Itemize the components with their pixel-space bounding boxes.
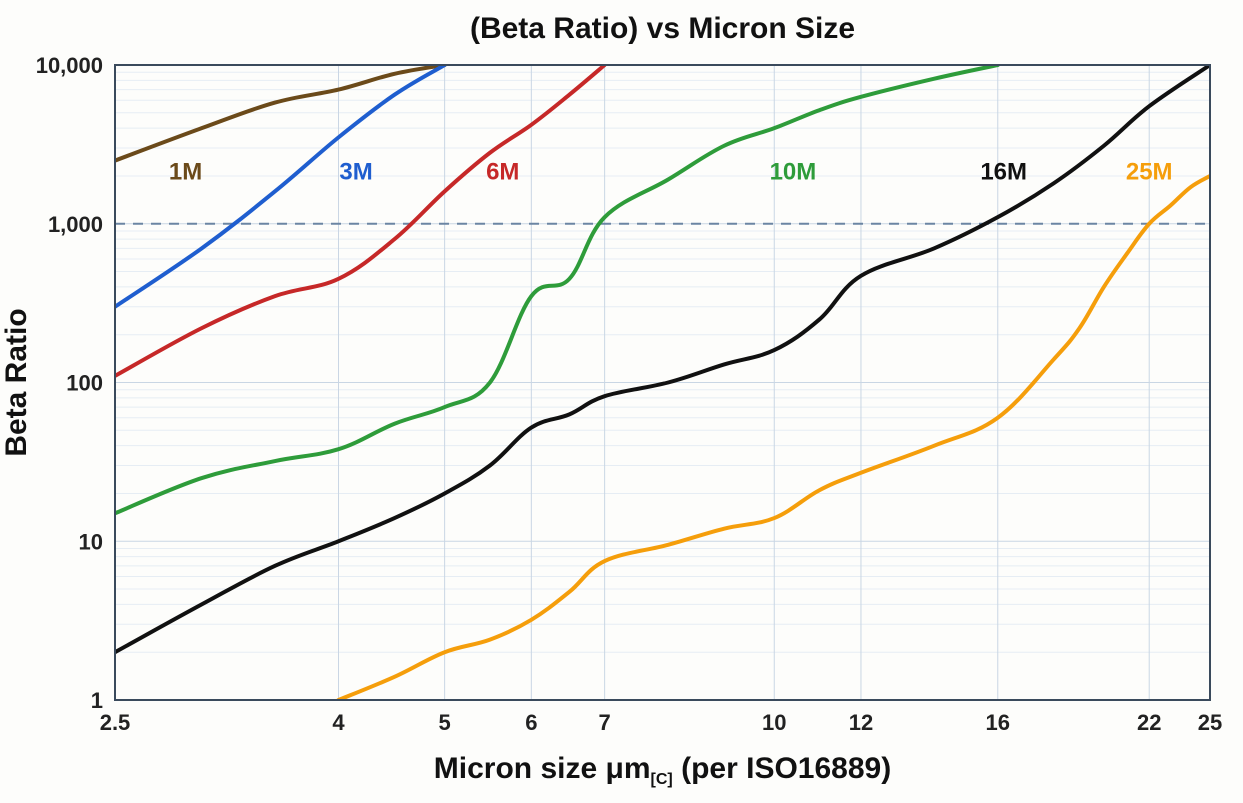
y-tick-label: 1 — [91, 688, 103, 713]
x-tick-label: 6 — [525, 710, 537, 735]
x-tick-label: 10 — [762, 710, 786, 735]
x-tick-label: 16 — [986, 710, 1010, 735]
y-axis-title: Beta Ratio — [0, 308, 33, 456]
x-tick-label: 4 — [332, 710, 345, 735]
x-axis-title: Micron size μm[C] (per ISO16889) — [434, 752, 891, 788]
series-label-3M: 3M — [339, 158, 372, 185]
series-label-10M: 10M — [770, 158, 817, 185]
x-tick-label: 25 — [1198, 710, 1222, 735]
x-tick-label: 7 — [599, 710, 611, 735]
y-tick-label: 1,000 — [48, 212, 103, 237]
series-label-6M: 6M — [486, 158, 519, 185]
x-tick-label: 12 — [849, 710, 873, 735]
series-label-1M: 1M — [169, 158, 202, 185]
x-tick-label: 5 — [439, 710, 451, 735]
y-tick-label: 10,000 — [36, 53, 103, 78]
chart-title: (Beta Ratio) vs Micron Size — [470, 12, 855, 45]
x-tick-label: 22 — [1137, 710, 1161, 735]
series-line-16M — [115, 65, 1210, 652]
beta-ratio-chart: 1M 3M 6M 10M 16M 25M 2.5 4 5 6 7 10 12 16 22 25 1 10 100 1,… — [0, 0, 1243, 803]
x-tick-label: 2.5 — [100, 710, 131, 735]
series-label-25M: 25M — [1126, 158, 1173, 185]
y-tick-label: 100 — [66, 371, 103, 396]
y-tick-label: 10 — [79, 529, 103, 554]
series-label-16M: 16M — [980, 158, 1027, 185]
chart-svg: 1M 3M 6M 10M 16M 25M 2.5 4 5 6 7 10 12 16 22 25 1 10 100 1,… — [0, 0, 1243, 803]
